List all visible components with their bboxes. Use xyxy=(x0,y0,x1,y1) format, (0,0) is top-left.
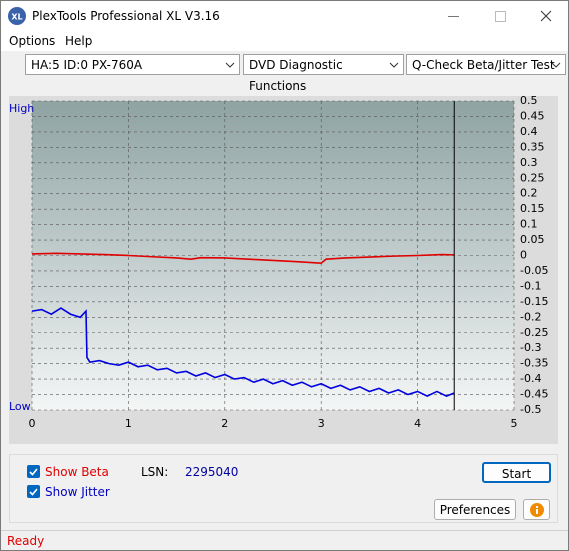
menu-item[interactable]: Options xyxy=(9,34,56,48)
data-line xyxy=(31,252,455,265)
y-tick-label: 0.15 xyxy=(520,202,545,215)
menu-item[interactable]: Help xyxy=(65,34,93,48)
dropdown[interactable]: Q-Check Beta/Jitter Test xyxy=(406,54,566,75)
y-tick-label: -0.1 xyxy=(520,279,541,292)
window-title: PlexTools Professional XL V3.16 xyxy=(32,9,220,23)
x-tick-label: 3 xyxy=(318,417,325,430)
dropdown-text: HA:5 ID:0 PX-760A xyxy=(31,58,143,72)
checkbox-label[interactable]: Show Beta xyxy=(45,465,109,479)
dropdown-text: DVD Diagnostic Functions xyxy=(249,58,343,93)
preferences-button[interactable]: Preferences xyxy=(434,499,516,520)
y-tick-label: -0.5 xyxy=(520,403,541,416)
dropdown[interactable]: DVD Diagnostic Functions xyxy=(243,54,404,93)
y-tick-label: 0.05 xyxy=(520,233,545,246)
status-bar: Ready xyxy=(1,530,568,550)
y-tick-label: 0.45 xyxy=(520,109,545,122)
y-tick-label: -0.45 xyxy=(520,388,548,401)
y-tick-label: -0.2 xyxy=(520,310,541,323)
y-tick-label: -0.35 xyxy=(520,357,548,370)
close-button[interactable] xyxy=(540,10,552,22)
info-button[interactable] xyxy=(523,499,550,520)
high-label: High xyxy=(9,102,34,115)
app-icon: XL xyxy=(8,7,26,25)
y-tick-label: -0.4 xyxy=(520,372,541,385)
menu-bar: Options Help xyxy=(1,31,568,51)
y-tick-label: 0 xyxy=(520,249,527,262)
y-tick-label: -0.25 xyxy=(520,326,548,339)
chart: High Low 0.50.450.40.350.30.250.20.150.1… xyxy=(9,96,558,444)
x-tick-label: 5 xyxy=(511,417,518,430)
y-tick-label: 0.3 xyxy=(520,156,538,169)
app-icon-text: XL xyxy=(11,13,22,22)
x-tick-label: 4 xyxy=(414,417,421,430)
lsn-value: 2295040 xyxy=(185,465,239,479)
y-tick-label: -0.3 xyxy=(520,341,541,354)
dropdown-text: Q-Check Beta/Jitter Test xyxy=(412,58,555,72)
options-group: Show Beta Show Jitter LSN: 2295040 Start… xyxy=(9,454,558,523)
low-label: Low xyxy=(9,400,31,413)
start-button[interactable]: Start xyxy=(482,462,551,483)
checkbox-label[interactable]: Show Jitter xyxy=(45,485,110,499)
data-line xyxy=(31,307,455,397)
x-tick-label: 0 xyxy=(29,417,36,430)
y-tick-label: 0.35 xyxy=(520,140,545,153)
lsn-label: LSN: xyxy=(141,465,169,479)
y-tick-label: 0.5 xyxy=(520,96,538,107)
y-tick-label: 0.25 xyxy=(520,171,545,184)
y-tick-label: -0.15 xyxy=(520,295,548,308)
title-bar: XL PlexTools Professional XL V3.16 xyxy=(1,1,568,31)
checkbox-beta[interactable] xyxy=(27,465,40,478)
checkbox-jitter[interactable] xyxy=(27,485,40,498)
dropdown[interactable]: HA:5 ID:0 PX-760A xyxy=(25,54,240,75)
y-tick-label: 0.1 xyxy=(520,218,538,231)
x-tick-label: 2 xyxy=(221,417,228,430)
y-tick-label: 0.2 xyxy=(520,187,538,200)
status-text: Ready xyxy=(7,534,45,548)
maximize-button[interactable] xyxy=(495,11,506,22)
y-tick-label: -0.05 xyxy=(520,264,548,277)
y-tick-label: 0.4 xyxy=(520,125,538,138)
x-tick-label: 1 xyxy=(125,417,132,430)
window-controls xyxy=(448,10,552,22)
